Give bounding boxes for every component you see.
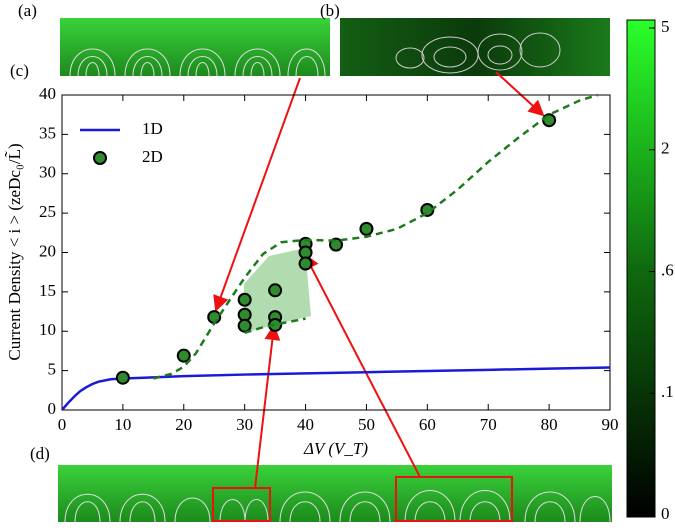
legend-swatch <box>93 151 107 165</box>
inset-d <box>58 465 612 523</box>
colorbar-tick-label: 2 <box>661 139 670 158</box>
x-tick-label: 80 <box>541 415 558 434</box>
x-tick-label: 60 <box>419 415 436 434</box>
inset-b <box>340 18 610 76</box>
legend-label: 1D <box>142 119 163 138</box>
plot-frame <box>61 94 611 411</box>
point <box>542 113 557 128</box>
panel-label: (d) <box>30 444 50 463</box>
y-tick-label: 25 <box>39 202 56 221</box>
y-tick-label: 40 <box>39 84 56 103</box>
panel-label: (c) <box>10 61 29 80</box>
x-axis-label: ΔV (V_T) <box>303 439 368 458</box>
panel-label: (b) <box>320 1 340 20</box>
x-tick-label: 50 <box>358 415 375 434</box>
point <box>176 348 191 363</box>
colorbar-tick-label: 0 <box>661 504 670 523</box>
colorbar-tick-label: .1 <box>661 382 674 401</box>
fit-curve <box>153 93 599 380</box>
y-tick-label: 35 <box>39 123 56 142</box>
colorbar-tick-label: .6 <box>661 260 674 279</box>
x-tick-label: 40 <box>297 415 314 434</box>
point <box>268 283 283 298</box>
point <box>359 221 374 236</box>
x-tick-label: 70 <box>480 415 497 434</box>
point <box>298 256 313 271</box>
inset-a <box>60 18 330 77</box>
y-tick-label: 15 <box>39 281 56 300</box>
colorbar-tick-label: 5 <box>661 17 670 36</box>
colorbar <box>626 19 656 518</box>
point <box>237 318 252 333</box>
x-tick-label: 30 <box>236 415 253 434</box>
point <box>237 292 252 307</box>
x-tick-label: 0 <box>58 415 67 434</box>
fit-curve <box>244 317 306 335</box>
legend-label: 2D <box>142 147 163 166</box>
y-axis-label: Current Density < i > (zeDc₀/L̃) <box>5 143 24 360</box>
y-tick-label: 0 <box>48 399 57 418</box>
y-tick-label: 20 <box>39 241 56 260</box>
y-tick-label: 5 <box>48 360 57 379</box>
x-tick-label: 90 <box>602 415 619 434</box>
point <box>115 370 130 385</box>
y-tick-label: 10 <box>39 320 56 339</box>
x-tick-label: 10 <box>114 415 131 434</box>
line <box>61 366 611 411</box>
x-tick-label: 20 <box>175 415 192 434</box>
y-tick-label: 30 <box>39 163 56 182</box>
arrows <box>213 71 545 489</box>
panel-label: (a) <box>18 1 37 20</box>
